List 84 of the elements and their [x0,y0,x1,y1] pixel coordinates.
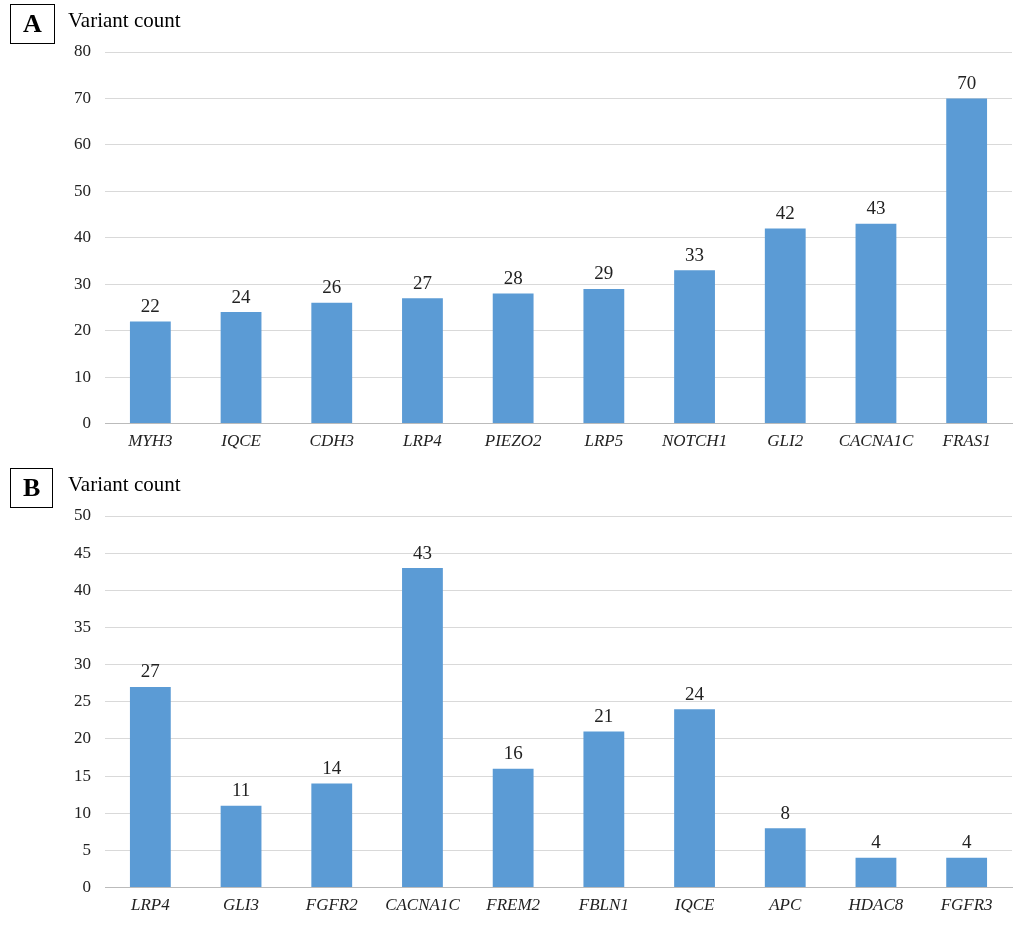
chart-title: A [10,4,55,44]
data-label: 4 [961,831,972,853]
data-label: 43 [412,541,432,563]
y-tick-label: 5 [82,839,91,859]
data-label: 24 [231,285,252,307]
data-label: 27 [412,271,432,293]
bar [674,709,715,888]
x-tick-label: IQCE [673,895,715,915]
x-tick-label: APC [768,895,802,915]
data-label: 33 [685,243,705,265]
y-tick-label: 50 [74,180,91,200]
y-tick-label: 20 [74,320,91,340]
y-tick-label: 80 [74,41,91,61]
bar [492,768,534,888]
bar [764,228,806,424]
data-label: 27 [140,660,160,682]
bar [402,568,443,888]
x-tick-label: CACNA1C [385,895,461,915]
bar [311,783,353,888]
y-tick-label: 70 [74,87,91,107]
x-tick-label: MYH3 [127,431,173,451]
data-label: 42 [775,201,795,223]
x-tick-label: IQCE [220,431,262,451]
x-tick-label: PIEZO2 [483,431,542,451]
data-label: 24 [685,682,705,704]
bar [583,731,625,888]
y-tick-label: 15 [74,765,91,785]
data-label: 28 [503,267,523,289]
y-axis-title: Variant count [68,8,181,33]
bar [583,288,625,424]
x-tick-label: LRP5 [583,431,624,451]
data-label: 21 [594,705,614,727]
data-label: 11 [231,779,251,801]
y-tick-label: 35 [74,616,91,636]
x-tick-label: FREM2 [485,895,541,915]
y-tick-label: 60 [74,134,91,154]
y-tick-label: 25 [74,691,91,711]
bar [220,805,262,888]
bar [129,321,171,424]
bar [855,857,897,888]
x-tick-label: FBLN1 [577,895,629,915]
data-label: 26 [322,276,342,298]
data-label: 16 [503,742,523,764]
bar [311,302,353,424]
x-tick-label: FGFR3 [939,895,993,915]
y-tick-label: 0 [82,877,91,897]
y-tick-label: 30 [74,273,91,293]
y-tick-label: 40 [74,227,91,247]
y-tick-label: 10 [74,802,91,822]
bar [492,293,534,424]
data-label: 43 [866,197,886,219]
x-tick-label: LRP4 [129,895,171,915]
x-tick-label: GLI2 [767,431,804,451]
x-tick-label: HDAC8 [847,895,904,915]
y-tick-label: 40 [74,579,91,599]
chart-title: B [10,468,54,508]
x-tick-label: LRP4 [402,431,443,451]
x-tick-label: CACNA1C [838,431,914,451]
y-tick-label: 45 [74,542,91,562]
data-label: 70 [957,71,977,93]
x-tick-label: NOTCH1 [660,431,728,451]
bar [855,223,897,424]
bar [674,270,715,424]
data-label: 8 [780,801,790,823]
y-tick-label: 50 [74,505,91,525]
data-label: 29 [594,262,614,284]
y-tick-label: 30 [74,654,91,674]
y-tick-label: 20 [74,728,91,748]
x-tick-label: FRAS1 [941,431,991,451]
data-label: 14 [322,757,342,779]
data-label: 22 [140,294,160,316]
bar [220,312,262,424]
data-label: 4 [871,831,882,853]
y-axis-title: Variant count [68,472,181,497]
bar [946,98,988,424]
y-tick-label: 0 [82,413,91,433]
bar [946,857,988,888]
x-tick-label: GLI3 [223,895,259,915]
x-tick-label: CDH3 [309,431,354,451]
bar [129,686,171,888]
y-tick-label: 10 [74,366,91,386]
bar [764,828,806,888]
bar [402,298,443,424]
x-tick-label: FGFR2 [304,895,359,915]
